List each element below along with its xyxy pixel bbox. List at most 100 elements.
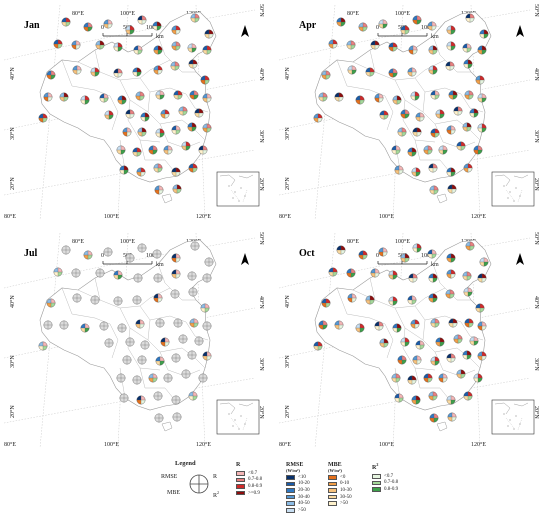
station-pie	[61, 245, 71, 255]
province-border	[336, 287, 386, 325]
station-pie	[446, 41, 456, 51]
pie-rmse	[397, 127, 402, 132]
pie-outline	[477, 321, 487, 331]
pie-mbe	[113, 301, 118, 306]
parallel-20n	[278, 149, 531, 196]
pie-mbe	[83, 255, 88, 260]
pie-rmse	[346, 40, 351, 45]
pie-mbe	[446, 172, 451, 177]
station-pie	[95, 40, 105, 50]
scale-tick-label: 0	[101, 25, 104, 31]
pie-r2	[452, 189, 457, 194]
pie-r2	[351, 273, 356, 278]
pie-r2	[207, 50, 212, 55]
pie-r	[467, 122, 472, 127]
station-pie	[445, 289, 455, 299]
station-pie	[113, 270, 123, 280]
pie-r2	[153, 150, 158, 155]
pie-rmse	[430, 128, 435, 133]
pie-r2	[138, 50, 143, 55]
pie-mbe	[427, 254, 432, 259]
pie-r	[478, 145, 483, 150]
legend-item-label: >50	[340, 501, 348, 507]
panel-label: Jan	[24, 20, 40, 31]
pie-rmse	[321, 298, 326, 303]
pie-r	[66, 245, 71, 250]
station-pie	[59, 320, 69, 330]
pie-mbe	[358, 27, 363, 32]
legend-swatch	[372, 487, 381, 492]
pie-r	[412, 375, 417, 380]
station-pie	[187, 122, 197, 132]
pie-mbe	[181, 146, 186, 151]
pie-r	[384, 338, 389, 343]
pie-r	[168, 145, 173, 150]
legend-rmse: RMSE (W/m²) <10 10-20 20-30 30-40 40-50 >50	[286, 462, 310, 514]
pie-mbe	[448, 95, 453, 100]
pie-rmse	[170, 289, 175, 294]
pie-r	[399, 165, 404, 170]
pie-rmse	[122, 127, 127, 132]
pie-r2	[193, 292, 198, 297]
pie-rmse	[379, 338, 384, 343]
pie-r	[375, 268, 380, 273]
pie-r	[140, 319, 145, 324]
legend-rmse-item: 30-40	[286, 494, 310, 501]
station-pie	[188, 391, 198, 401]
pie-mbe	[465, 18, 470, 23]
pie-r	[108, 247, 113, 252]
pie-mbe	[116, 150, 121, 155]
pie-mbe	[194, 113, 199, 118]
legend-mbe-label: MBE	[167, 490, 181, 496]
pie-r	[480, 75, 485, 80]
pie-r	[379, 321, 384, 326]
pie-mbe	[465, 246, 470, 251]
pie-rmse	[469, 336, 474, 341]
pie-r	[142, 355, 147, 360]
pie-r	[458, 334, 463, 339]
pie-r	[405, 253, 410, 258]
inset-island	[240, 187, 242, 189]
station-pie	[347, 65, 357, 75]
province-border	[414, 35, 446, 79]
pie-rmse	[378, 19, 383, 24]
station-pie	[171, 353, 181, 363]
pie-r2	[158, 168, 163, 173]
legend-item-label: 0.8-0.9	[248, 483, 263, 489]
pie-r2	[121, 150, 126, 155]
inset-island	[515, 187, 517, 189]
station-pie	[204, 257, 214, 267]
map-panel-apr: 80°E100°E120°E80°E100°E120°E40°N30°N20°N…	[278, 4, 540, 221]
pie-mbe	[447, 417, 452, 422]
pie-r2	[360, 100, 365, 105]
province-border	[119, 139, 126, 171]
station-pie	[90, 295, 100, 305]
grid-label-bottom: 100°E	[104, 441, 119, 448]
station-pie	[137, 355, 147, 365]
pie-rmse	[321, 70, 326, 75]
pie-mbe	[95, 45, 100, 50]
pie-rmse	[477, 45, 482, 50]
pie-mbe	[171, 46, 176, 51]
pie-r	[159, 413, 164, 418]
station-pie	[104, 338, 114, 348]
station-pie	[334, 320, 344, 330]
station-pie	[473, 373, 483, 383]
pie-r	[158, 273, 163, 278]
pie-rmse	[104, 110, 109, 115]
pie-r	[467, 43, 472, 48]
pie-r	[326, 70, 331, 75]
pie-rmse	[427, 249, 432, 254]
pie-r	[176, 167, 181, 172]
station-pie	[430, 318, 440, 328]
legend-swatch	[236, 484, 245, 489]
province-border	[384, 95, 394, 131]
pie-r	[104, 93, 109, 98]
pie-r2	[66, 22, 71, 27]
pie-mbe	[453, 339, 458, 344]
pie-rmse	[171, 353, 176, 358]
pie-rmse	[137, 15, 142, 20]
pie-r2	[352, 298, 357, 303]
pie-r	[193, 287, 198, 292]
pie-r	[451, 253, 456, 258]
